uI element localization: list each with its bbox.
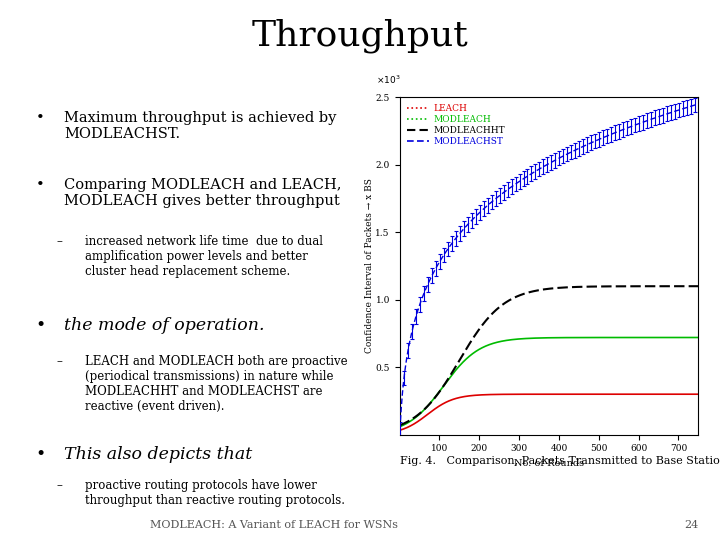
Text: Maximum throughput is achieved by
MODLEACHST.: Maximum throughput is achieved by MODLEA… (64, 111, 336, 141)
Text: Throughput: Throughput (251, 19, 469, 53)
Text: increased network life time  due to dual
amplification power levels and better
c: increased network life time due to dual … (85, 235, 323, 278)
Text: Comparing MODLEACH and LEACH,
MODLEACH gives better throughput: Comparing MODLEACH and LEACH, MODLEACH g… (64, 178, 341, 208)
Text: •: • (36, 317, 46, 334)
Text: MODLEACH: A Variant of LEACH for WSNs: MODLEACH: A Variant of LEACH for WSNs (150, 520, 397, 530)
Text: •: • (36, 111, 45, 125)
Text: –: – (57, 479, 63, 492)
Text: $\times10^3$: $\times10^3$ (376, 73, 400, 86)
Text: LEACH and MODLEACH both are proactive
(periodical transmissions) in nature while: LEACH and MODLEACH both are proactive (p… (85, 355, 348, 413)
Text: –: – (57, 235, 63, 248)
X-axis label: No. of Rounds: No. of Rounds (514, 459, 584, 468)
Text: –: – (57, 355, 63, 368)
Text: 24: 24 (684, 520, 698, 530)
Text: This also depicts that: This also depicts that (64, 446, 252, 463)
Text: the mode of operation.: the mode of operation. (64, 317, 264, 334)
Text: •: • (36, 178, 45, 192)
Text: proactive routing protocols have lower
throughput than reactive routing protocol: proactive routing protocols have lower t… (85, 479, 345, 507)
Legend: LEACH, MODLEACH, MODLEACHHT, MODLEACHST: LEACH, MODLEACH, MODLEACHHT, MODLEACHST (404, 102, 508, 148)
Text: Fig. 4.   Comparison, Packets Transmitted to Base Station: Fig. 4. Comparison, Packets Transmitted … (400, 456, 720, 467)
Y-axis label: Confidence Interval of Packets → x BS: Confidence Interval of Packets → x BS (365, 179, 374, 353)
Text: •: • (36, 446, 46, 463)
